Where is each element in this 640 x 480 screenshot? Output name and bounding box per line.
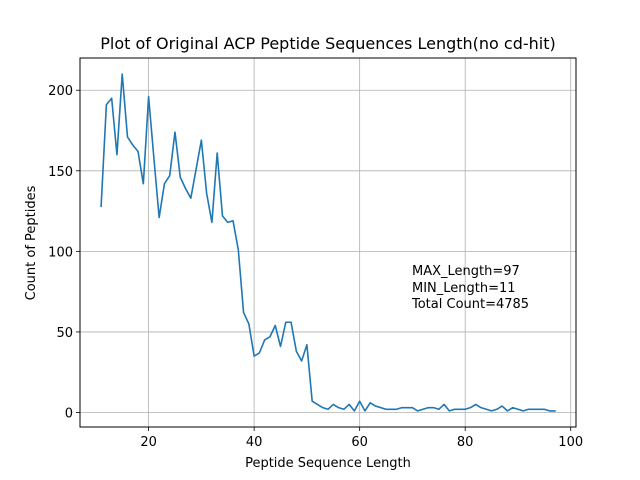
chart-title: Plot of Original ACP Peptide Sequences L… bbox=[100, 34, 556, 53]
grid bbox=[80, 58, 576, 427]
annotation-block: MAX_Length=97 MIN_Length=11 Total Count=… bbox=[411, 264, 529, 312]
series-group bbox=[100, 73, 556, 412]
y-tick-label: 100 bbox=[48, 245, 73, 260]
annotation-min-length: MIN_Length=11 bbox=[412, 281, 516, 296]
x-tick-label: 80 bbox=[457, 435, 474, 450]
x-tick-label: 100 bbox=[558, 435, 583, 450]
y-tick-label: 150 bbox=[48, 165, 73, 180]
x-tick-label: 40 bbox=[246, 435, 263, 450]
y-tick-label: 200 bbox=[48, 84, 73, 99]
y-tick-label: 50 bbox=[56, 326, 73, 341]
x-tick-label: 20 bbox=[140, 435, 157, 450]
series-line bbox=[100, 73, 556, 412]
plot-frame bbox=[79, 57, 577, 428]
x-axis-label: Peptide Sequence Length bbox=[245, 456, 411, 471]
y-axis-label: Count of Peptides bbox=[24, 185, 39, 300]
y-tick-label: 0 bbox=[65, 406, 73, 421]
ticks: 20 40 60 80 100 0 50 100 150 200 bbox=[48, 84, 583, 450]
x-tick-label: 60 bbox=[351, 435, 368, 450]
annotation-total-count: Total Count=4785 bbox=[411, 297, 529, 312]
annotation-max-length: MAX_Length=97 bbox=[412, 264, 520, 279]
